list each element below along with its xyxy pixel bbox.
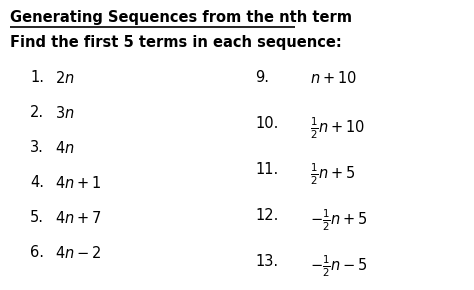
Text: $4n - 2$: $4n - 2$ xyxy=(55,245,101,261)
Text: $-\frac{1}{2}n + 5$: $-\frac{1}{2}n + 5$ xyxy=(310,208,368,233)
Text: 11.: 11. xyxy=(255,162,278,177)
Text: $-\frac{1}{2}n - 5$: $-\frac{1}{2}n - 5$ xyxy=(310,254,368,279)
Text: 3.: 3. xyxy=(30,140,44,155)
Text: 2.: 2. xyxy=(30,105,44,120)
Text: Generating Sequences from the nth term: Generating Sequences from the nth term xyxy=(10,10,352,25)
Text: 5.: 5. xyxy=(30,210,44,225)
Text: $4n + 1$: $4n + 1$ xyxy=(55,175,101,191)
Text: 13.: 13. xyxy=(255,254,278,269)
Text: $3n$: $3n$ xyxy=(55,105,74,121)
Text: 12.: 12. xyxy=(255,208,278,223)
Text: $\frac{1}{2}n + 5$: $\frac{1}{2}n + 5$ xyxy=(310,162,356,187)
Text: $4n$: $4n$ xyxy=(55,140,74,156)
Text: $n + 10$: $n + 10$ xyxy=(310,70,357,86)
Text: 4.: 4. xyxy=(30,175,44,190)
Text: 6.: 6. xyxy=(30,245,44,260)
Text: Find the first 5 terms in each sequence:: Find the first 5 terms in each sequence: xyxy=(10,35,342,50)
Text: $\frac{1}{2}n + 10$: $\frac{1}{2}n + 10$ xyxy=(310,116,365,141)
Text: 9.: 9. xyxy=(255,70,269,85)
Text: 1.: 1. xyxy=(30,70,44,85)
Text: $4n + 7$: $4n + 7$ xyxy=(55,210,101,226)
Text: $2n$: $2n$ xyxy=(55,70,74,86)
Text: 10.: 10. xyxy=(255,116,278,131)
